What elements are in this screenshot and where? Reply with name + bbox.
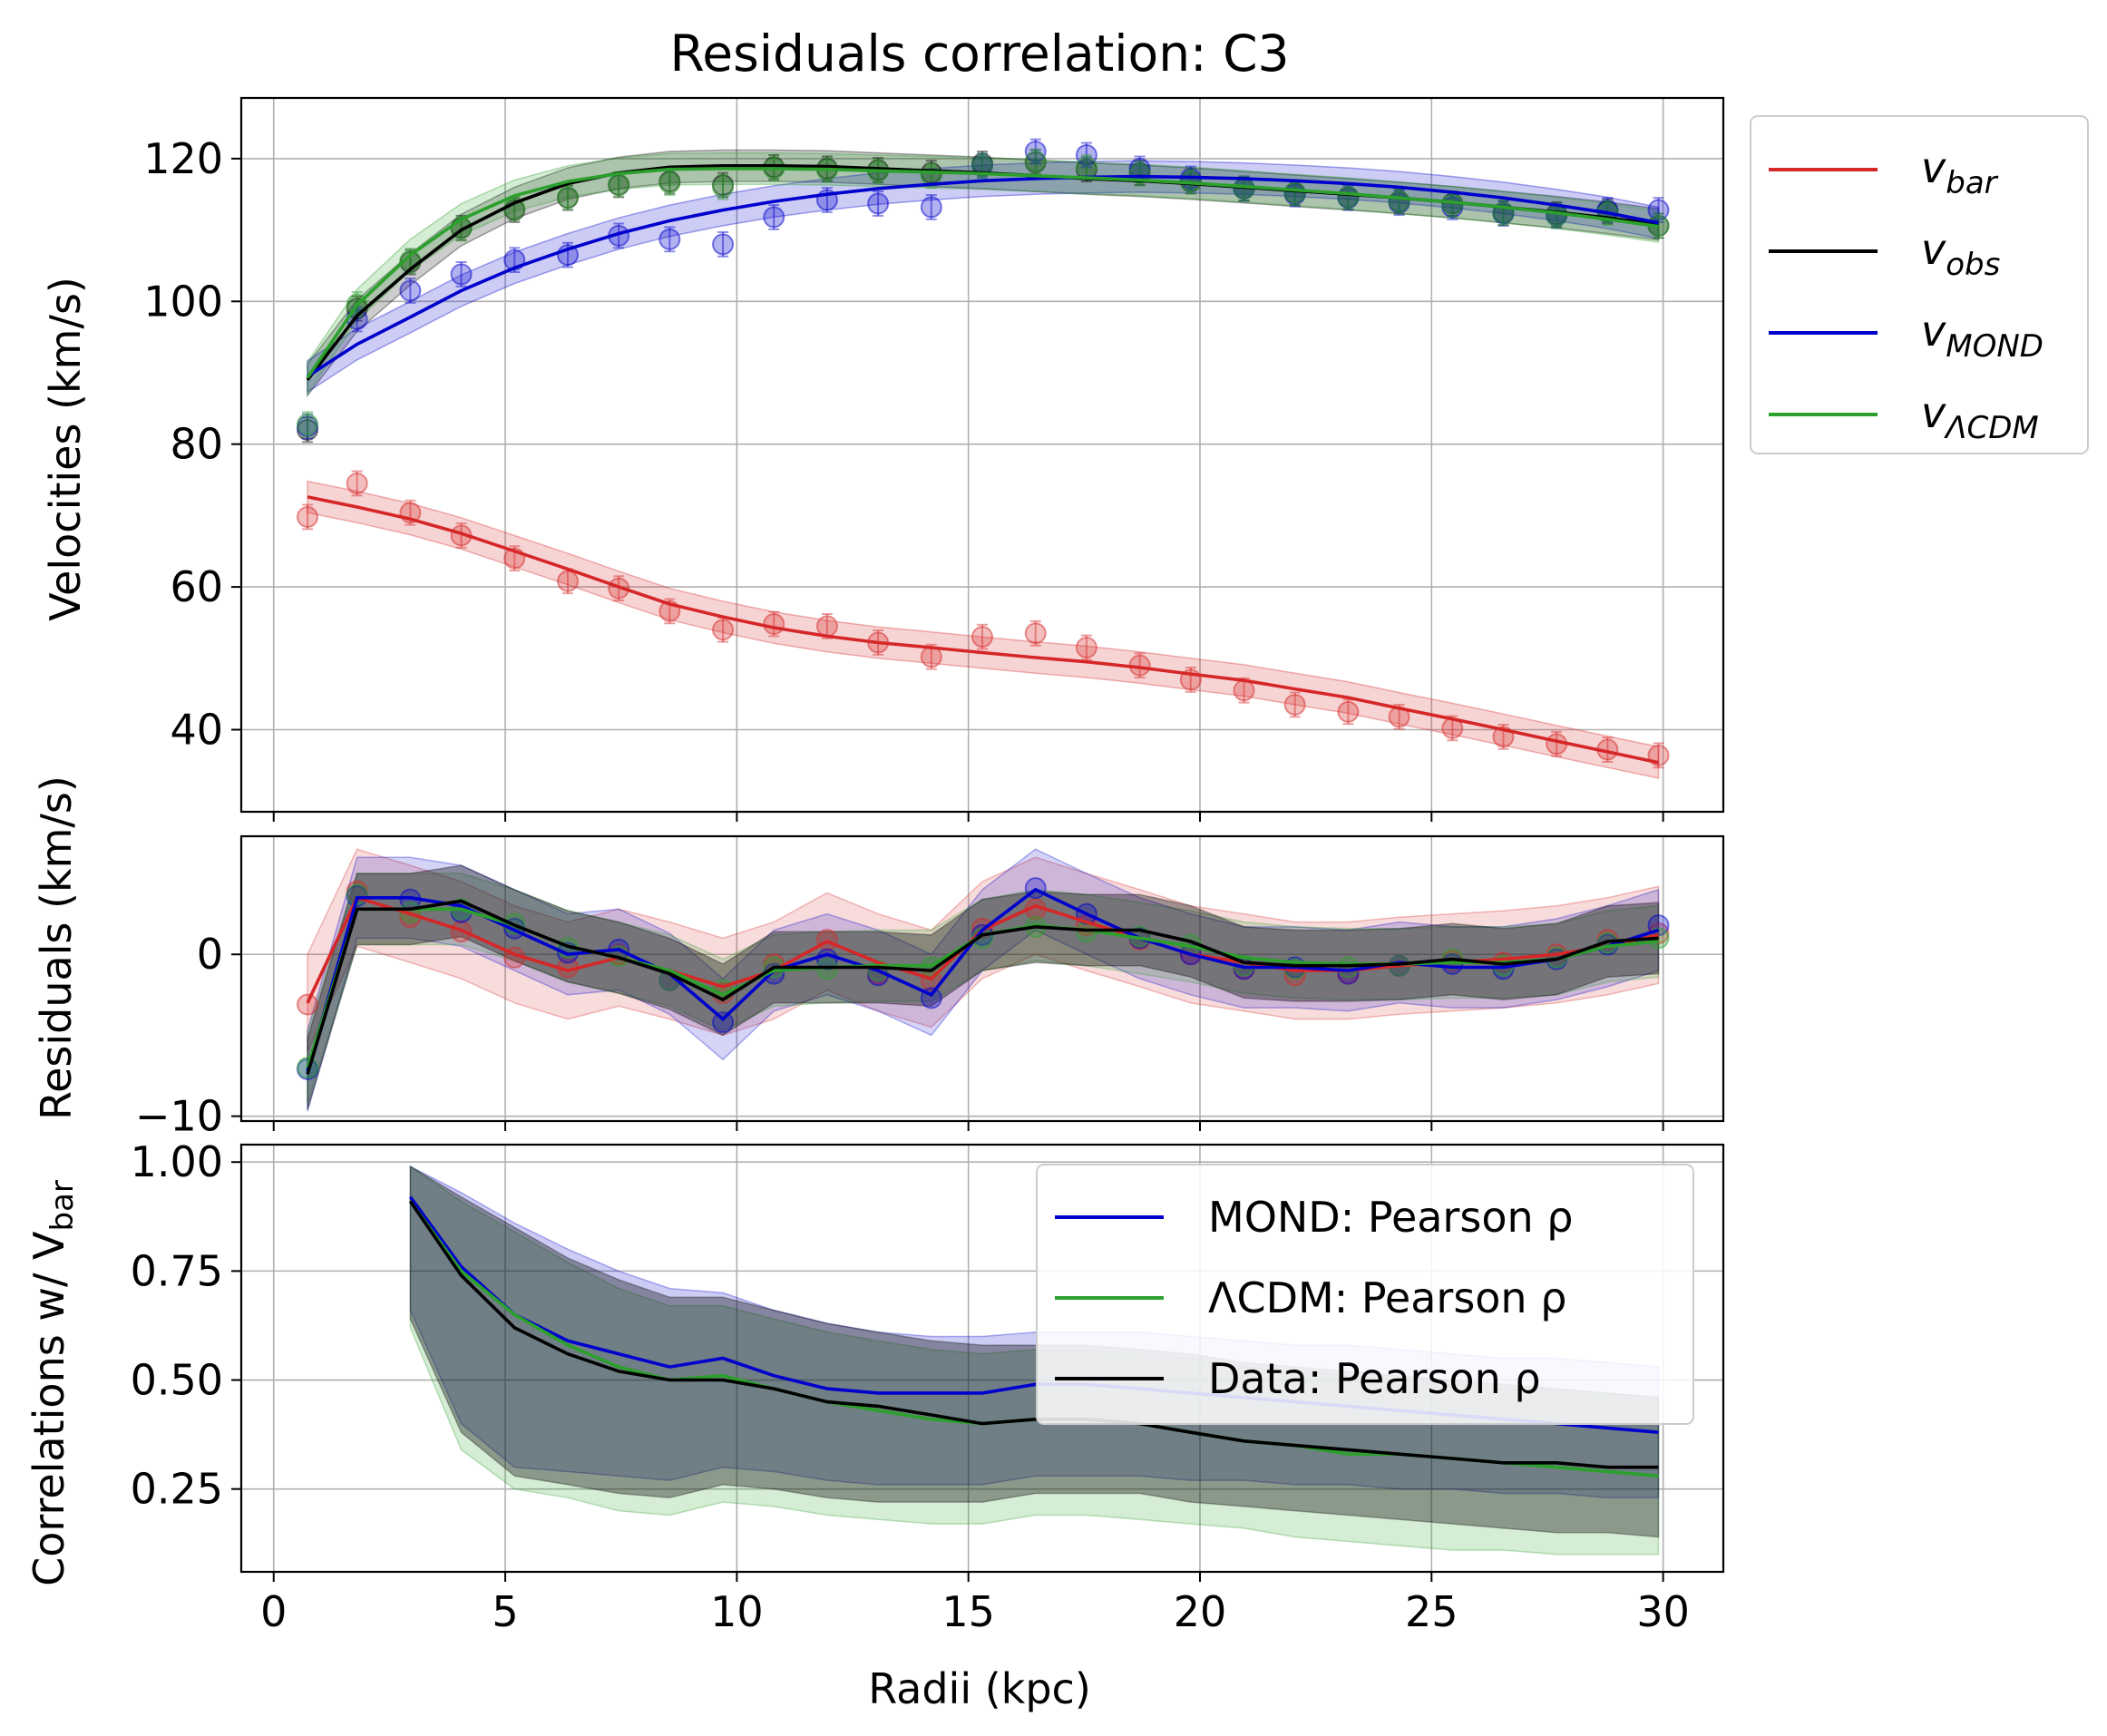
legend-label: ΛCDM: Pearson ρ — [1208, 1273, 1566, 1322]
lcdm-point — [712, 176, 735, 199]
residuals-y-axis-label: Residuals (km/s) — [32, 775, 81, 1120]
mond-residual-point — [712, 1011, 735, 1034]
mond-point — [450, 263, 473, 286]
residuals-panel: −10 0 — [135, 834, 1725, 1141]
mond-residual-line — [306, 887, 1660, 1072]
lcdm-point — [556, 186, 579, 209]
lcdm-point — [297, 413, 319, 435]
mond-point — [1075, 143, 1097, 166]
mond-point — [399, 279, 422, 302]
bar-point — [1337, 700, 1360, 723]
x-tick-label: 15 — [941, 1587, 995, 1636]
lcdm-line — [306, 167, 1659, 379]
y-tick-label: 0.50 — [131, 1356, 223, 1405]
bar-band — [307, 480, 1660, 779]
bar-point — [1075, 636, 1097, 658]
legend-label-subscript: ΛCDM — [1943, 410, 2039, 446]
y-tick-label: 1.00 — [131, 1137, 223, 1186]
lcdm-point — [1024, 151, 1047, 173]
legend-frame — [1036, 1164, 1694, 1425]
correlations-y-axis-label: Correlations w/ Vbar — [24, 1180, 81, 1586]
lcdm-correlation-band — [409, 1165, 1660, 1556]
y-tick-label: 120 — [143, 134, 223, 183]
bar-point — [1283, 693, 1306, 716]
x-tick-label: 25 — [1405, 1587, 1458, 1636]
velocities-y-axis-label: Velocities (km/s) — [41, 277, 90, 621]
lcdm-residual-band — [307, 873, 1660, 1104]
bar-residual-point — [297, 993, 319, 1016]
obs-correlation-band — [409, 1165, 1660, 1538]
y-tick-label: 0.75 — [131, 1246, 223, 1295]
bar-point — [712, 619, 735, 641]
legend-frame — [1750, 115, 2089, 454]
mond-residual-band — [307, 848, 1660, 1112]
y-tick-label: 60 — [170, 562, 223, 611]
legend-label-subscript: bar — [1946, 165, 1998, 201]
correlations-y-axis-label-subscript: bar — [44, 1180, 81, 1231]
legend-label: Data: Pearson ρ — [1208, 1354, 1541, 1403]
y-tick-label: 100 — [143, 277, 223, 326]
bar-point — [556, 570, 579, 592]
residuals-plot-area — [297, 848, 1670, 1112]
mond-line — [307, 174, 1659, 378]
y-tick-label: −10 — [135, 1092, 223, 1141]
mond-point — [712, 233, 735, 256]
obs-residual-band — [307, 864, 1660, 1110]
lcdm-point — [971, 154, 993, 177]
x-tick-label: 10 — [710, 1587, 764, 1636]
residuals-axes-frame — [239, 834, 1725, 1123]
legend-label-subscript: obs — [1946, 247, 2000, 283]
lcdm-point — [1075, 156, 1097, 179]
bar-point — [971, 626, 993, 649]
mond-point — [867, 192, 890, 215]
lcdm-point — [658, 171, 681, 194]
lcdm-point — [1337, 186, 1360, 209]
bar-line — [307, 495, 1659, 765]
bar-residual-band — [307, 848, 1660, 1052]
correlations-panel: 0 5 10 15 20 25 30 0.25 0.50 0.75 1.00 MOND: Pearso… — [131, 1137, 1725, 1636]
legend-label-subscript: MOND — [1946, 328, 2044, 365]
bar-point — [1024, 622, 1047, 645]
velocities-plot-area — [297, 138, 1670, 779]
mond-band — [307, 160, 1660, 394]
mond-point — [763, 206, 785, 229]
mond-point — [658, 228, 681, 250]
lcdm-residual-point — [1337, 956, 1360, 979]
obs-correlation-line — [408, 1200, 1659, 1469]
lcdm-band — [307, 151, 1660, 396]
lcdm-point — [1388, 190, 1410, 213]
y-tick-label: 0.25 — [131, 1465, 223, 1514]
lcdm-point — [1546, 204, 1568, 227]
x-tick-label: 0 — [260, 1587, 287, 1636]
bar-point — [815, 615, 838, 638]
legend-label: MOND: Pearson ρ — [1208, 1193, 1573, 1242]
x-tick-label: 20 — [1174, 1587, 1227, 1636]
bar-point — [763, 613, 785, 636]
correlations-legend: MOND: Pearson ρ ΛCDM: Pearson ρ Data: Pear… — [1036, 1164, 1694, 1425]
y-tick-label: 0 — [197, 930, 223, 979]
bar-point — [1233, 679, 1255, 702]
chart-title: Residuals correlation: C3 — [670, 24, 1290, 83]
y-tick-label: 80 — [170, 420, 223, 469]
x-axis-label: Radii (kpc) — [868, 1664, 1091, 1713]
mond-point — [1647, 199, 1670, 221]
obs-band — [307, 149, 1660, 398]
obs-residual-line — [306, 899, 1659, 1075]
lcdm-point — [1283, 181, 1306, 204]
bar-point — [297, 505, 319, 528]
velocities-axes-frame — [239, 96, 1725, 814]
x-tick-label: 30 — [1636, 1587, 1690, 1636]
correlations-axes-frame — [239, 1143, 1725, 1574]
lcdm-point — [608, 173, 630, 196]
x-tick-label: 5 — [492, 1587, 518, 1636]
bar-point — [346, 472, 368, 494]
mond-point — [920, 196, 942, 219]
y-tick-label: 40 — [170, 705, 223, 754]
